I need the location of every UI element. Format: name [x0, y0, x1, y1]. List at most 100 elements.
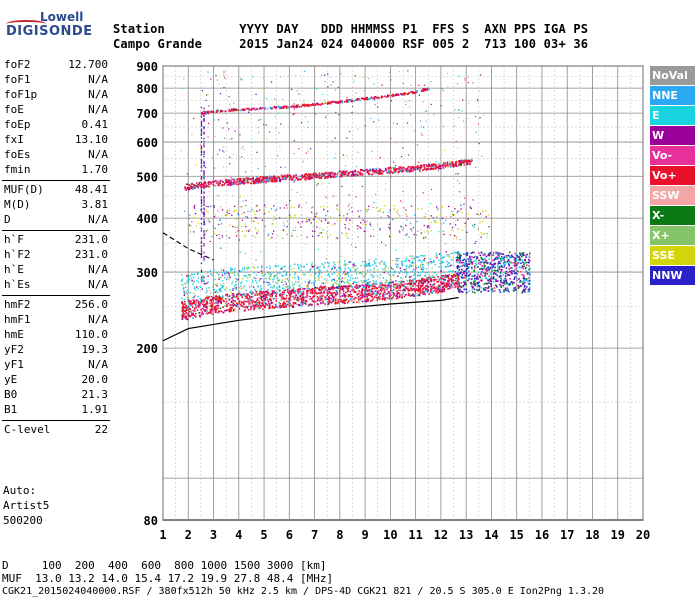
echo-point: [429, 283, 432, 286]
echo-point: [461, 291, 464, 293]
echo-point: [421, 254, 424, 257]
echo-point: [333, 278, 335, 281]
echo-point: [328, 262, 330, 264]
echo-point: [464, 270, 466, 273]
echo-point: [205, 210, 208, 212]
echo-point: [499, 291, 502, 293]
echo-point: [211, 274, 213, 276]
echo-point: [190, 303, 193, 305]
echo-point: [318, 279, 320, 281]
echo-point: [423, 168, 426, 170]
echo-point: [339, 260, 341, 263]
echo-point: [445, 265, 448, 268]
echo-point: [218, 149, 221, 151]
echo-point: [465, 275, 468, 278]
echo-point: [286, 278, 289, 280]
echo-point: [225, 287, 228, 289]
echo-point: [203, 231, 205, 233]
echo-point: [203, 187, 205, 190]
echo-point: [346, 217, 348, 219]
echo-point: [432, 217, 434, 219]
echo-point: [194, 204, 196, 207]
echo-point: [417, 274, 419, 276]
echo-point: [332, 283, 334, 286]
echo-point: [382, 277, 385, 279]
echo-point: [464, 197, 466, 199]
echo-point: [452, 252, 454, 254]
echo-point: [498, 253, 501, 256]
echo-point: [216, 300, 219, 302]
echo-point: [347, 273, 349, 276]
echo-point: [300, 301, 303, 303]
echo-point: [483, 289, 485, 291]
echo-point: [453, 164, 455, 167]
echo-point: [370, 289, 372, 292]
echo-point: [234, 300, 236, 302]
echo-point: [290, 296, 292, 298]
echo-point: [361, 273, 364, 276]
echo-point: [228, 295, 231, 297]
echo-point: [282, 287, 284, 290]
echo-point: [353, 268, 356, 270]
echo-point: [341, 175, 343, 177]
echo-point: [382, 293, 385, 295]
echo-point: [335, 286, 338, 289]
echo-point: [457, 228, 459, 230]
echo-point: [308, 303, 311, 306]
echo-point: [460, 161, 462, 164]
echo-point: [350, 175, 353, 177]
echo-point: [441, 277, 443, 280]
echo-point: [395, 288, 397, 291]
echo-point: [511, 269, 513, 272]
echo-point: [408, 265, 410, 268]
echo-point: [315, 292, 317, 295]
echo-point: [258, 177, 261, 180]
echo-point: [439, 277, 442, 279]
echo-point: [402, 190, 404, 193]
echo-point: [228, 181, 230, 184]
echo-point: [327, 210, 329, 213]
echo-point: [262, 181, 265, 184]
echo-point: [254, 307, 256, 309]
echo-point: [386, 279, 388, 282]
echo-point: [269, 238, 271, 241]
echo-point: [361, 270, 364, 273]
echo-point: [413, 295, 415, 298]
echo-point: [460, 286, 463, 289]
echo-point: [282, 298, 284, 300]
echo-point: [437, 167, 440, 170]
echo-point: [385, 280, 388, 283]
echo-point: [410, 228, 412, 230]
echo-point: [424, 213, 427, 215]
echo-point: [344, 165, 347, 167]
echo-point: [447, 287, 450, 290]
echo-point: [430, 215, 432, 217]
echo-point: [316, 287, 318, 289]
echo-point: [344, 227, 347, 229]
echo-point: [366, 220, 368, 223]
echo-point: [191, 221, 193, 223]
echo-point: [227, 184, 230, 187]
echo-point: [285, 306, 287, 308]
echo-point: [469, 255, 471, 258]
echo-point: [348, 271, 350, 274]
echo-point: [413, 273, 416, 275]
echo-point: [370, 225, 372, 227]
echo-point: [436, 280, 438, 283]
echo-point: [336, 274, 338, 277]
echo-point: [407, 285, 409, 288]
echo-point: [422, 259, 425, 261]
echo-point: [497, 262, 500, 265]
echo-point: [495, 280, 497, 283]
echo-point: [389, 296, 391, 298]
echo-point: [335, 282, 337, 284]
echo-point: [471, 266, 473, 269]
echo-point: [200, 137, 203, 139]
echo-point: [275, 265, 277, 268]
echo-point: [354, 173, 356, 176]
echo-point: [321, 288, 323, 290]
echo-point: [438, 164, 440, 167]
echo-point: [441, 164, 444, 166]
echo-point: [354, 277, 357, 280]
echo-point: [216, 298, 218, 301]
